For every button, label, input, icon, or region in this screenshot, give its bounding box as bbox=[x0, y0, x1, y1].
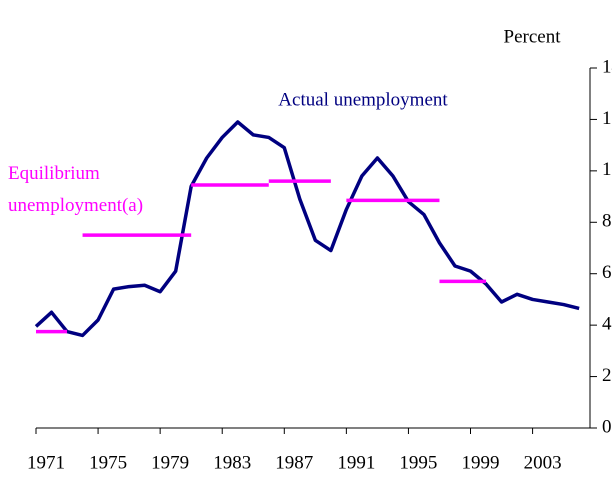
x-tick-label: 1991 bbox=[337, 452, 375, 473]
y-tick-label: 8 bbox=[602, 211, 612, 232]
y-tick-label: 6 bbox=[602, 262, 612, 283]
y-tick-label: 12 bbox=[602, 108, 612, 129]
x-tick-label: 1999 bbox=[462, 452, 500, 473]
y-tick-label: 0 bbox=[602, 416, 612, 437]
y-tick-label: 10 bbox=[602, 159, 612, 180]
x-tick-label: 1971 bbox=[27, 452, 65, 473]
line bbox=[34, 120, 580, 338]
y-tick-label: 4 bbox=[602, 314, 612, 335]
x-tick-label: 1995 bbox=[399, 452, 437, 473]
x-tick-label: 1979 bbox=[151, 452, 189, 473]
y-tick-label: 14 bbox=[602, 56, 612, 77]
x-tick-label: 1975 bbox=[89, 452, 127, 473]
y-axis-label: Percent bbox=[504, 26, 562, 47]
x-tick-label: 2003 bbox=[524, 452, 562, 473]
x-tick-label: 1983 bbox=[213, 452, 251, 473]
x-tick-label: 1987 bbox=[275, 452, 313, 473]
series-label: Equilibrium unemployment(a) bbox=[8, 163, 144, 216]
series-label: Actual unemployment bbox=[278, 89, 448, 110]
y-tick-label: 2 bbox=[602, 365, 612, 386]
